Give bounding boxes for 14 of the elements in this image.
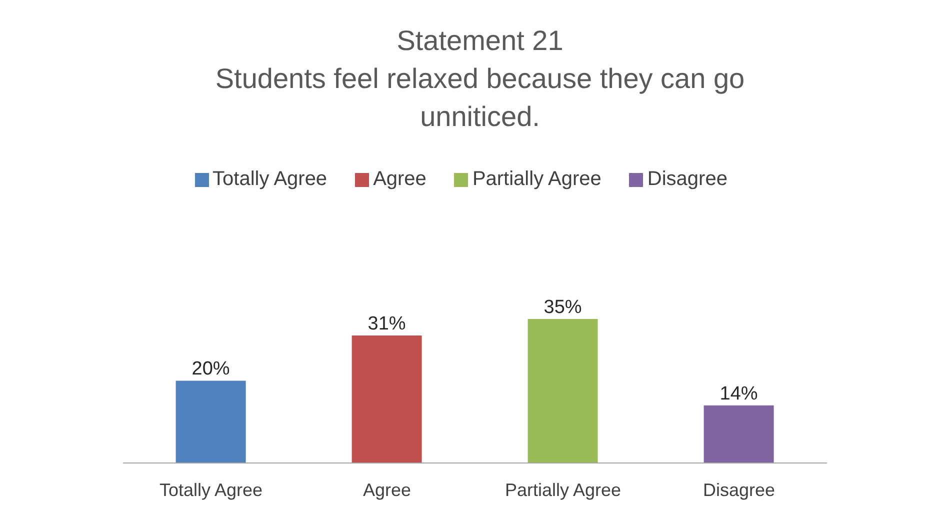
chart-title: Statement 21 xyxy=(396,24,564,58)
legend-label: Totally Agree xyxy=(212,168,328,190)
x-tick-label: Partially Agree xyxy=(504,480,622,500)
x-tick-label: Disagree xyxy=(702,480,776,500)
data-label: 20% xyxy=(192,358,230,380)
x-tick-label: Agree xyxy=(362,480,412,500)
data-label: 14% xyxy=(720,383,758,404)
legend-label: Partially Agree xyxy=(472,168,602,190)
data-label: 35% xyxy=(544,297,582,318)
legend-label: Agree xyxy=(373,168,426,190)
data-label: 31% xyxy=(368,313,406,334)
chart-subtitle: Students feel relaxed because they can go unniticed. xyxy=(214,62,746,134)
legend-label: Disagree xyxy=(647,168,728,190)
x-tick-label: Totally Agree xyxy=(159,480,263,500)
